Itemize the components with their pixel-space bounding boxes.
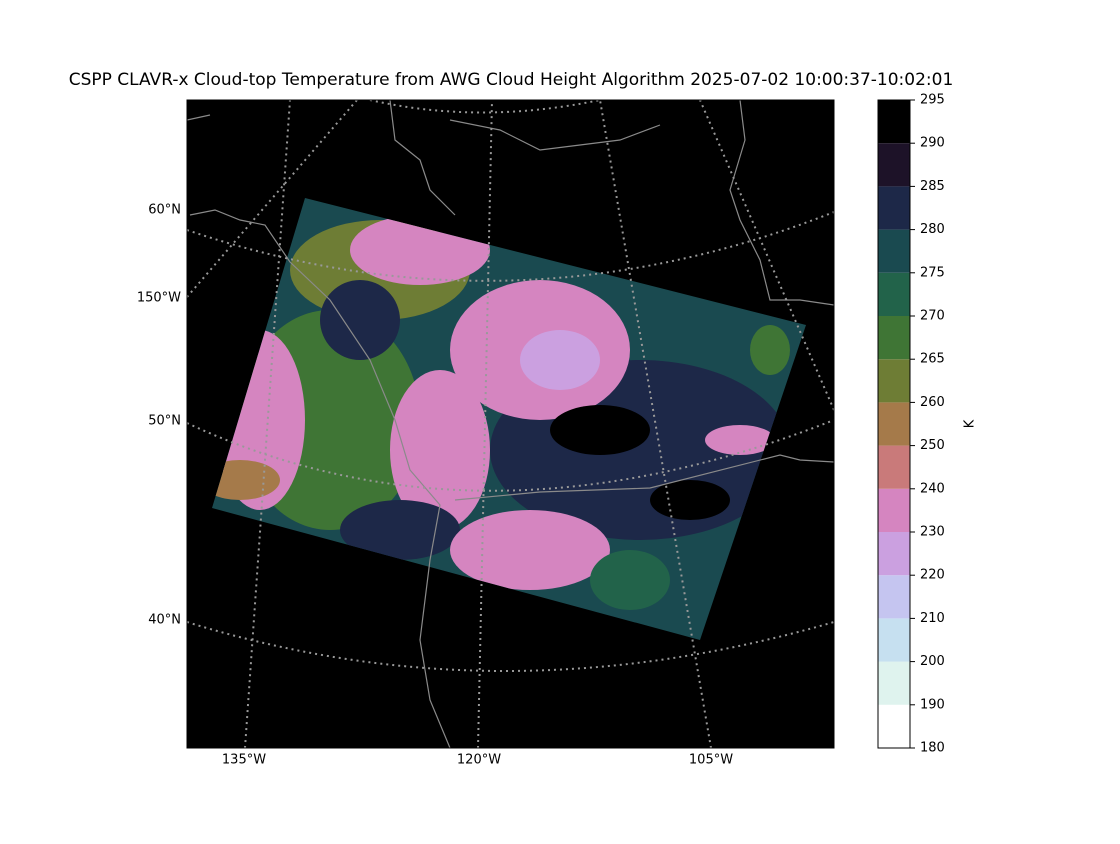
colorbar-tick-label: 180 bbox=[920, 741, 945, 756]
colorbar-bin bbox=[878, 704, 910, 748]
colorbar-bin bbox=[878, 359, 910, 403]
colorbar-tick-label: 200 bbox=[920, 654, 945, 669]
colorbar-bin bbox=[878, 143, 910, 187]
map-frame bbox=[186, 99, 835, 749]
lon-label: 135°W bbox=[222, 753, 266, 768]
lon-label: 105°W bbox=[689, 753, 733, 768]
colorbar-bin bbox=[878, 575, 910, 619]
colorbar-tick-label: 220 bbox=[920, 568, 945, 583]
colorbar-tick-label: 240 bbox=[920, 481, 945, 496]
colorbar-bin bbox=[878, 100, 910, 144]
colorbar-tick-label: 230 bbox=[920, 525, 945, 540]
lat-label: 50°N bbox=[148, 414, 181, 429]
colorbar-bin bbox=[878, 532, 910, 576]
map bbox=[187, 100, 834, 748]
colorbar-bin bbox=[878, 186, 910, 230]
colorbar-tick-label: 260 bbox=[920, 395, 945, 410]
colorbar-label: K bbox=[963, 419, 978, 428]
colorbar-tick-label: 270 bbox=[920, 309, 945, 324]
colorbar-bin bbox=[878, 661, 910, 705]
colorbar-tick-label: 190 bbox=[920, 697, 945, 712]
colorbar-tick-label: 210 bbox=[920, 611, 945, 626]
colorbar-bin bbox=[878, 272, 910, 316]
colorbar-bin bbox=[878, 445, 910, 489]
lat-label: 40°N bbox=[148, 613, 181, 628]
colorbar-tick-label: 250 bbox=[920, 438, 945, 453]
title: CSPP CLAVR-x Cloud-top Temperature from … bbox=[69, 70, 954, 90]
lon-label: 120°W bbox=[457, 753, 501, 768]
colorbar-tick-label: 290 bbox=[920, 136, 945, 151]
colorbar-tick-label: 295 bbox=[920, 93, 945, 108]
colorbar-frame bbox=[877, 99, 911, 749]
colorbar-tick-label: 265 bbox=[920, 352, 945, 367]
colorbar-bin bbox=[878, 316, 910, 360]
lat-label: 60°N bbox=[148, 203, 181, 218]
colorbar-bin bbox=[878, 229, 910, 273]
colorbar-tick-label: 280 bbox=[920, 222, 945, 237]
colorbar-bin bbox=[878, 488, 910, 532]
colorbar: 180 190 200 210 220 230 240 250 260 265 270 275 280 2… bbox=[877, 93, 945, 756]
colorbar-bin bbox=[878, 618, 910, 662]
colorbar-tick-label: 285 bbox=[920, 179, 945, 194]
colorbar-bin bbox=[878, 402, 910, 446]
lon-label: 150°W bbox=[137, 291, 181, 306]
colorbar-tick-label: 275 bbox=[920, 265, 945, 280]
